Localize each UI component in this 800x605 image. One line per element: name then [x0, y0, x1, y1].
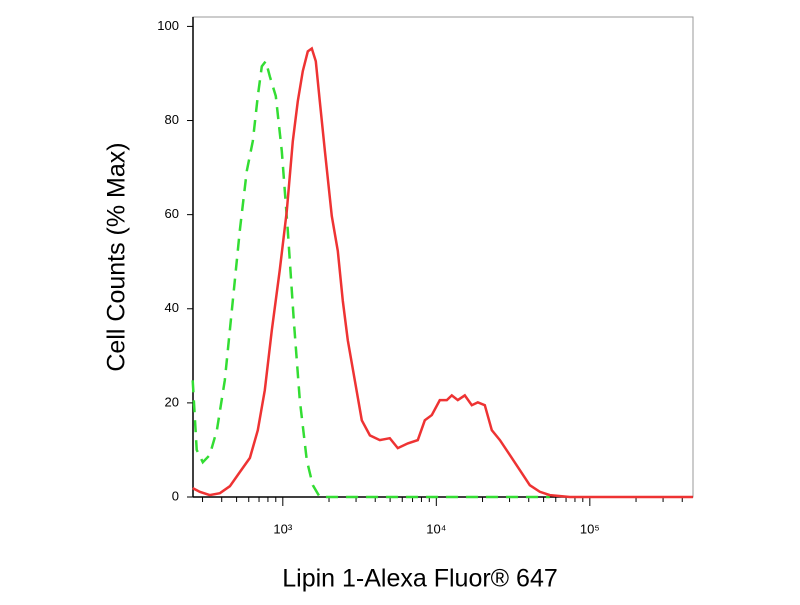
y-tick-label: 40: [165, 300, 179, 315]
y-tick-label: 20: [165, 394, 179, 409]
x-axis-title: Lipin 1-Alexa Fluor® 647: [282, 565, 558, 593]
series-line: [192, 46, 693, 499]
y-tick-label: 0: [172, 488, 179, 503]
y-axis-title: Cell Counts (% Max): [103, 142, 131, 371]
x-tick-label: 10⁵: [580, 521, 600, 536]
x-tick-label: 10³: [273, 521, 292, 536]
y-tick-label: 100: [157, 18, 179, 33]
x-tick-label: 10⁴: [426, 521, 446, 536]
series-line: [191, 58, 550, 499]
y-tick-label: 60: [165, 206, 179, 221]
y-tick-label: 80: [165, 112, 179, 127]
plot-frame: [192, 16, 694, 498]
